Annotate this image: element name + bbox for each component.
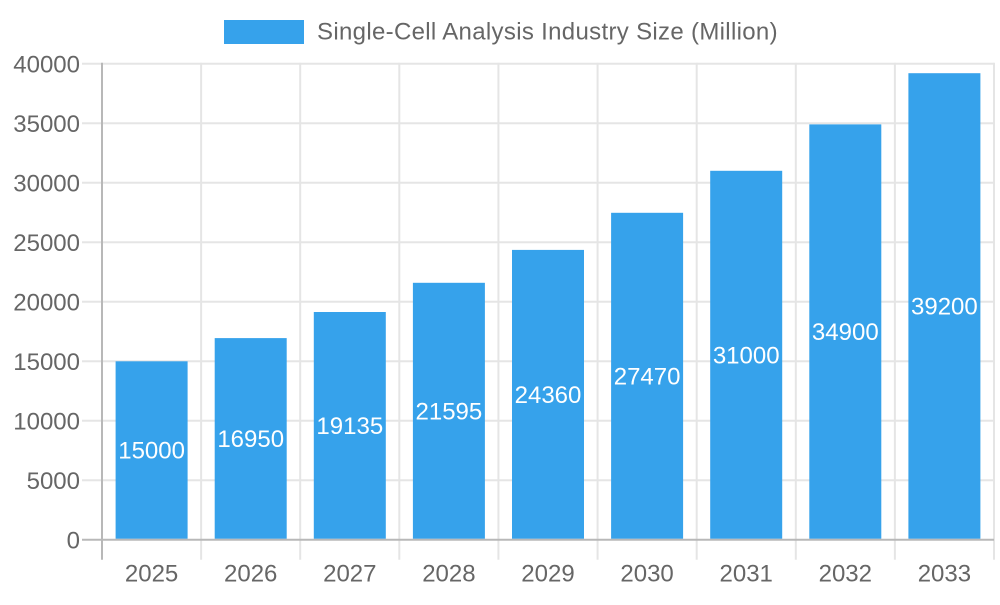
svg-text:35000: 35000 [13, 111, 80, 138]
svg-text:39200: 39200 [911, 294, 978, 321]
svg-text:20000: 20000 [13, 289, 80, 316]
svg-text:2029: 2029 [521, 561, 574, 588]
svg-text:16950: 16950 [217, 426, 284, 453]
svg-text:21595: 21595 [416, 398, 483, 425]
svg-text:31000: 31000 [713, 342, 780, 369]
svg-text:2025: 2025 [125, 561, 178, 588]
svg-text:24360: 24360 [515, 382, 582, 409]
svg-text:2030: 2030 [620, 561, 673, 588]
svg-text:0: 0 [67, 527, 80, 554]
svg-text:25000: 25000 [13, 230, 80, 257]
svg-text:27470: 27470 [614, 363, 681, 390]
svg-text:34900: 34900 [812, 319, 879, 346]
svg-text:19135: 19135 [316, 413, 383, 440]
svg-text:15000: 15000 [13, 349, 80, 376]
svg-text:2033: 2033 [918, 561, 971, 588]
svg-text:Single-Cell Analysis Industry: Single-Cell Analysis Industry Size (Mill… [317, 19, 778, 46]
svg-text:30000: 30000 [13, 170, 80, 197]
svg-text:2028: 2028 [422, 561, 475, 588]
svg-text:2031: 2031 [720, 561, 773, 588]
svg-text:5000: 5000 [27, 468, 80, 495]
svg-text:10000: 10000 [13, 408, 80, 435]
svg-text:2026: 2026 [224, 561, 277, 588]
svg-text:2032: 2032 [819, 561, 872, 588]
svg-text:15000: 15000 [118, 438, 185, 465]
svg-text:40000: 40000 [13, 51, 80, 78]
svg-text:2027: 2027 [323, 561, 376, 588]
